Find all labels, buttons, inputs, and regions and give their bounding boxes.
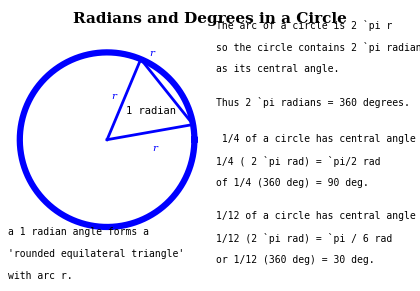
Text: as its central angle.: as its central angle. (216, 64, 340, 74)
Text: so the circle contains 2 `pi radians: so the circle contains 2 `pi radians (216, 42, 420, 53)
Text: 1/4 of a circle has central angle: 1/4 of a circle has central angle (216, 134, 416, 144)
Text: or 1/12 (360 deg) = 30 deg.: or 1/12 (360 deg) = 30 deg. (216, 255, 375, 265)
Text: 1 radian: 1 radian (126, 106, 176, 116)
Text: a 1 radian angle forms a: a 1 radian angle forms a (8, 227, 150, 237)
Text: The arc of a circle is 2 `pi r: The arc of a circle is 2 `pi r (216, 20, 393, 31)
Text: Thus 2 `pi radians = 360 degrees.: Thus 2 `pi radians = 360 degrees. (216, 97, 410, 109)
Text: r: r (149, 49, 154, 58)
Text: Radians and Degrees in a Circle: Radians and Degrees in a Circle (73, 12, 347, 26)
Text: r: r (111, 92, 116, 101)
Text: 1/4 ( 2 `pi rad) = `pi/2 rad: 1/4 ( 2 `pi rad) = `pi/2 rad (216, 156, 381, 167)
Text: 1/12 (2 `pi rad) = `pi / 6 rad: 1/12 (2 `pi rad) = `pi / 6 rad (216, 233, 393, 244)
Text: 1/12 of a circle has central angle: 1/12 of a circle has central angle (216, 211, 416, 221)
Text: r: r (152, 143, 157, 152)
Text: 'rounded equilateral triangle': 'rounded equilateral triangle' (8, 249, 185, 259)
Text: of 1/4 (360 deg) = 90 deg.: of 1/4 (360 deg) = 90 deg. (216, 178, 369, 187)
Text: with arc r.: with arc r. (8, 271, 73, 281)
